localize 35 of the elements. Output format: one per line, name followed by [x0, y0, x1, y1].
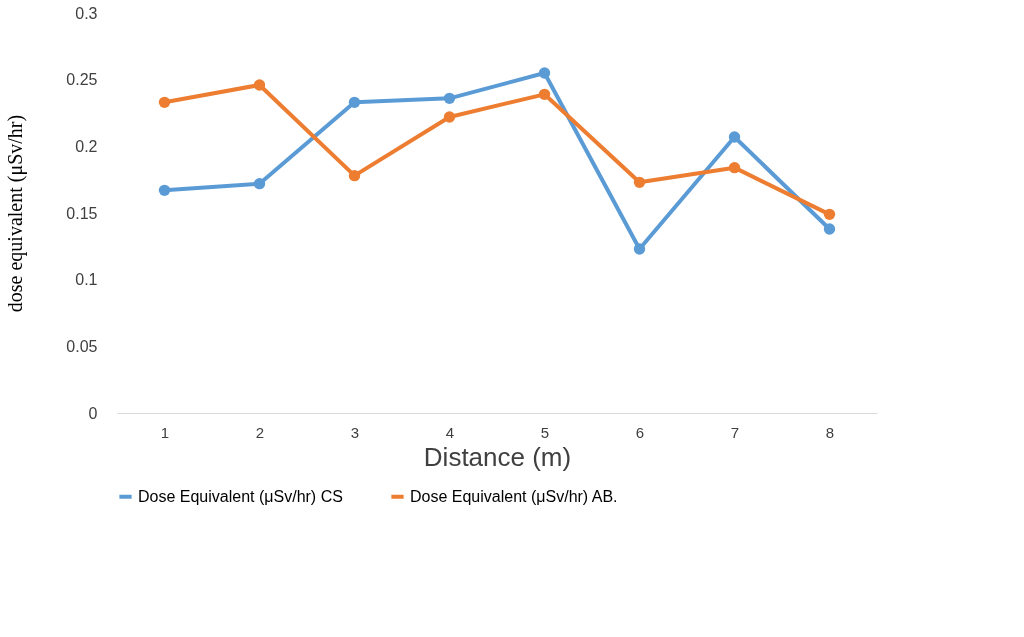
y-tick-label: 0.25: [66, 71, 98, 89]
x-tick-label: 1: [160, 423, 170, 441]
y-tick-label: 0.1: [75, 271, 98, 289]
point: [538, 88, 551, 101]
point: [633, 176, 646, 189]
legend-label: Dose Equivalent (μSv/hr) CS: [138, 487, 343, 505]
x-tick-label: 5: [540, 423, 550, 441]
y-tick-label: 0.2: [75, 137, 98, 155]
y-tick-label: 0.05: [66, 337, 98, 355]
point: [728, 161, 741, 174]
point: [633, 243, 646, 255]
x-tick-label: 7: [730, 423, 740, 441]
point: [823, 223, 836, 235]
x-axis-title: Distance (m): [423, 441, 572, 472]
point: [443, 111, 456, 123]
point: [443, 92, 456, 105]
point: [728, 131, 741, 143]
point: [538, 67, 551, 79]
x-tick-label: 6: [635, 423, 645, 441]
x-tick-label: 4: [445, 423, 455, 441]
x-tick-label: 8: [825, 423, 835, 441]
point: [253, 177, 266, 190]
y-tick-label: 0: [88, 404, 98, 422]
y-axis-title: dose equivalent (μSv/hr): [4, 114, 28, 313]
point: [348, 169, 361, 182]
x-tick-label: 2: [255, 423, 265, 441]
point: [158, 96, 171, 109]
x-tick-label: 3: [350, 423, 360, 441]
point: [158, 184, 171, 197]
legend-label: Dose Equivalent (μSv/hr) AB.: [410, 487, 618, 505]
y-tick-label: 0.15: [66, 204, 98, 222]
y-tick-label: 0.3: [75, 4, 98, 22]
point: [348, 96, 361, 109]
point: [253, 79, 266, 91]
point: [823, 208, 836, 221]
